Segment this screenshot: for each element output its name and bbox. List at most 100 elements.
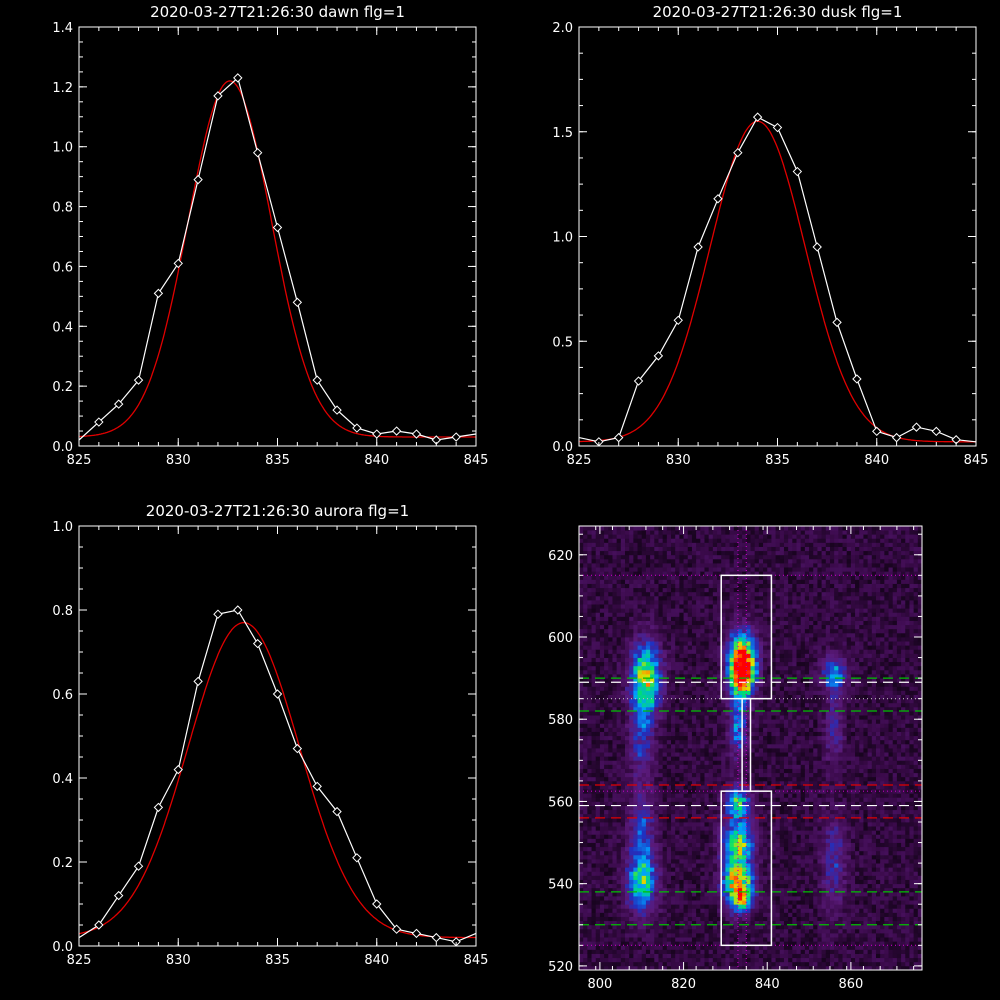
- measured-line: [78, 76, 477, 441]
- y-tick-label: 540: [548, 878, 573, 893]
- data-point: [372, 899, 382, 909]
- y-tick-label: 0.6: [52, 260, 73, 275]
- y-tick-label: 0.0: [52, 940, 73, 955]
- heatmap-pixels: [579, 526, 922, 970]
- data-point: [252, 147, 263, 158]
- dawn-spectrum-panel: 2020-03-27T21:26:30 dawn flg=1 825 830 835…: [52, 3, 488, 468]
- x-tick-label: 830: [166, 453, 191, 468]
- data-point: [94, 417, 104, 427]
- data-point: [391, 426, 402, 436]
- data-point: [173, 258, 183, 269]
- data-point: [352, 423, 362, 433]
- x-tick-label: 845: [464, 453, 489, 468]
- gaussian-fit-line: [78, 621, 476, 939]
- x-tick-label: 825: [67, 953, 92, 968]
- data-point: [173, 764, 183, 775]
- dawn-title: 2020-03-27T21:26:30 dawn flg=1: [150, 3, 405, 21]
- data-point: [312, 781, 322, 792]
- y-tick-label: 0.2: [52, 380, 73, 395]
- data-point: [411, 928, 422, 939]
- x-tick-label: 845: [964, 453, 989, 468]
- aurora-title: 2020-03-27T21:26:30 aurora flg=1: [146, 502, 409, 520]
- y-tick-label: 1.0: [552, 231, 573, 246]
- x-tick-label: 800: [588, 977, 613, 992]
- x-tick-label: 830: [666, 453, 691, 468]
- y-tick-label: 1.2: [52, 81, 73, 96]
- y-tick-label: 1.0: [52, 141, 73, 156]
- data-point: [233, 605, 243, 615]
- data-point: [94, 920, 104, 930]
- data-point: [391, 924, 402, 934]
- spectral-image-panel: 800 820 840 860 520 540 560 580 600 620: [548, 525, 923, 992]
- x-tick-label: 830: [166, 953, 191, 968]
- aurora-spectrum-panel: 2020-03-27T21:26:30 aurora flg=1 825 830 8…: [52, 502, 488, 968]
- plot-frame: [578, 525, 923, 971]
- x-tick-label: 840: [864, 453, 889, 468]
- x-tick-label: 835: [265, 453, 290, 468]
- data-point: [832, 317, 842, 328]
- x-tick-label: 840: [364, 953, 389, 968]
- data-point: [133, 861, 144, 871]
- y-tick-label: 1.5: [552, 126, 573, 141]
- data-point: [272, 222, 283, 233]
- x-tick-label: 845: [464, 953, 489, 968]
- data-point: [812, 242, 822, 252]
- data-point: [252, 638, 263, 649]
- data-point: [733, 147, 743, 158]
- data-point: [312, 375, 322, 385]
- data-point: [411, 429, 422, 439]
- data-point: [153, 288, 164, 299]
- measured-line: [78, 609, 477, 943]
- plot-frame: [78, 525, 477, 947]
- data-point: [272, 689, 283, 699]
- data-point: [113, 890, 124, 901]
- x-tick-label: 825: [67, 453, 92, 468]
- data-point: [693, 242, 703, 252]
- data-point: [772, 122, 783, 133]
- data-point: [133, 375, 144, 385]
- data-point: [713, 194, 723, 204]
- y-tick-label: 2.0: [552, 21, 573, 36]
- data-point: [852, 374, 862, 384]
- data-point: [233, 73, 243, 83]
- y-tick-label: 0.2: [52, 856, 73, 871]
- data-point: [752, 112, 763, 122]
- data-point: [633, 376, 644, 386]
- x-tick-label: 835: [765, 453, 790, 468]
- y-tick-label: 580: [548, 713, 573, 728]
- data-point: [213, 609, 223, 619]
- gaussian-fit-line: [579, 120, 976, 443]
- x-tick-label: 835: [265, 953, 290, 968]
- y-tick-label: 600: [548, 631, 573, 646]
- data-point: [431, 932, 442, 943]
- data-point: [352, 853, 362, 863]
- data-point: [451, 432, 461, 442]
- y-tick-label: 520: [548, 960, 573, 975]
- data-point: [332, 405, 342, 415]
- data-point: [113, 399, 124, 409]
- data-point: [292, 297, 303, 308]
- data-point: [891, 432, 902, 443]
- data-point: [153, 802, 164, 813]
- x-tick-label: 840: [364, 453, 389, 468]
- data-point: [792, 166, 803, 177]
- x-tick-label: 825: [567, 453, 592, 468]
- dusk-title: 2020-03-27T21:26:30 dusk flg=1: [653, 3, 903, 21]
- y-tick-label: 620: [548, 549, 573, 564]
- x-tick-label: 840: [755, 977, 780, 992]
- region-box-2: [741, 697, 752, 792]
- data-point: [673, 315, 683, 326]
- y-tick-label: 0.5: [552, 335, 573, 350]
- data-point: [872, 426, 882, 437]
- data-point: [193, 174, 203, 185]
- data-point: [213, 91, 223, 101]
- y-tick-label: 1.0: [52, 520, 73, 535]
- data-point: [613, 432, 624, 443]
- data-point: [332, 806, 342, 817]
- y-tick-label: 1.4: [52, 21, 73, 36]
- gaussian-fit-line: [79, 80, 476, 438]
- y-tick-label: 0.8: [52, 604, 73, 619]
- y-tick-label: 0.6: [52, 688, 73, 703]
- y-tick-label: 0.4: [52, 320, 73, 335]
